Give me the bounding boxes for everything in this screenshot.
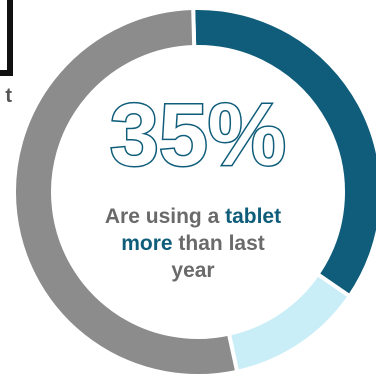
corner-text-fragment: t [5,85,12,107]
caption-text-3: year [171,259,215,282]
donut-slice-3 [12,6,240,378]
corner-frame-inner [0,0,7,70]
caption-text-1: Are using a [104,205,226,228]
corner-frame-fragment [0,0,13,76]
donut-caption: Are using a tablet more than last year [68,203,318,284]
caption-accent-tablet: tablet [225,205,282,228]
caption-text-2: than last [172,232,265,255]
center-percentage: 35% [110,85,286,184]
donut-slices [12,6,376,378]
caption-accent-more: more [121,232,173,255]
donut-slice-2 [226,271,353,375]
